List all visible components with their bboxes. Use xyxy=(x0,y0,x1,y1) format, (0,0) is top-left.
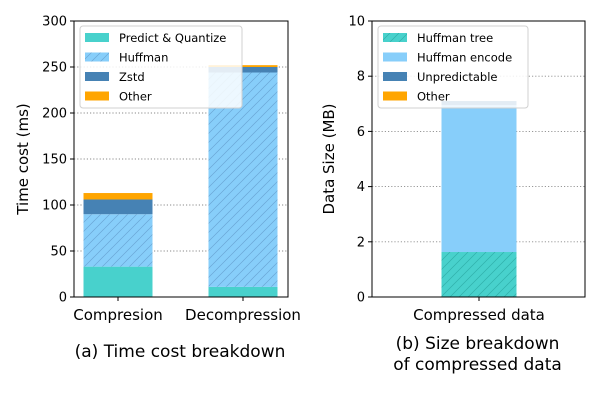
y-tick-label: 10 xyxy=(348,15,365,30)
legend-swatch xyxy=(85,91,109,101)
y-tick-label: 0 xyxy=(59,291,67,306)
y-tick-label: 250 xyxy=(42,61,67,76)
caption-line-2: of compressed data xyxy=(393,355,562,375)
bar-segment-time-1-0 xyxy=(208,286,278,297)
legend-label: Other xyxy=(417,90,450,104)
legend-label: Huffman encode xyxy=(417,51,512,65)
bar-segment-time-0-3 xyxy=(83,193,153,200)
legend-label: Unpredictable xyxy=(417,70,498,84)
y-tick-label: 300 xyxy=(42,15,67,30)
legend-swatch xyxy=(383,52,407,62)
x-tick-label: Compressed data xyxy=(413,306,545,324)
bar-segment-size-0-1 xyxy=(441,105,517,253)
caption-time-cost: (a) Time cost breakdown xyxy=(74,342,286,362)
legend-label: Huffman tree xyxy=(417,31,493,45)
bar-segment-time-1-2 xyxy=(208,67,278,73)
y-tick-label: 50 xyxy=(50,245,67,260)
legend-label: Huffman xyxy=(119,51,168,65)
legend-label: Predict & Quantize xyxy=(119,31,226,45)
legend-swatch xyxy=(85,72,109,81)
x-tick-label: Decompression xyxy=(185,306,301,324)
legend-label: Zstd xyxy=(119,70,145,84)
legend-box xyxy=(377,25,529,109)
legend-swatch xyxy=(383,33,407,42)
y-tick-label: 100 xyxy=(42,199,67,214)
legend-label: Other xyxy=(119,90,152,104)
legend-swatch xyxy=(383,91,407,101)
y-tick-label: 6 xyxy=(357,125,365,140)
bar-segment-time-1-3 xyxy=(208,65,278,67)
legend-box xyxy=(79,25,243,109)
y-tick-label: 2 xyxy=(357,235,365,250)
y-axis-label: Time cost (ms) xyxy=(14,103,32,216)
bar-segment-time-0-0 xyxy=(83,266,153,297)
legend: Predict & Quantize Huffman Zstd Other xyxy=(79,25,243,109)
chart-time-cost: 0 50 100 150 200 250 300 Compresion Decompressio… xyxy=(14,15,301,325)
legend-swatch xyxy=(383,72,407,81)
y-axis-label: Data Size (MB) xyxy=(320,103,338,214)
bar-segment-time-0-1 xyxy=(83,214,153,267)
caption-size-breakdown: (b) Size breakdown of compressed data xyxy=(360,334,595,376)
legend-swatch xyxy=(85,33,109,42)
x-tick-label: Compresion xyxy=(73,306,163,324)
chart-data-size: 0 2 4 6 8 10 Compressed data Data Size (MB) Huff… xyxy=(320,15,586,324)
legend-swatch xyxy=(85,52,109,62)
y-tick-label: 0 xyxy=(357,291,365,306)
y-tick-label: 4 xyxy=(357,180,365,195)
caption-line-1: (b) Size breakdown xyxy=(395,334,560,354)
legend: Huffman tree Huffman encode Unpredictable O… xyxy=(377,25,529,109)
y-tick-label: 8 xyxy=(357,70,365,85)
y-tick-label: 200 xyxy=(42,107,67,122)
bar-segment-size-0-0 xyxy=(441,252,517,297)
y-tick-label: 150 xyxy=(42,153,67,168)
bar-segment-time-0-2 xyxy=(83,199,153,215)
